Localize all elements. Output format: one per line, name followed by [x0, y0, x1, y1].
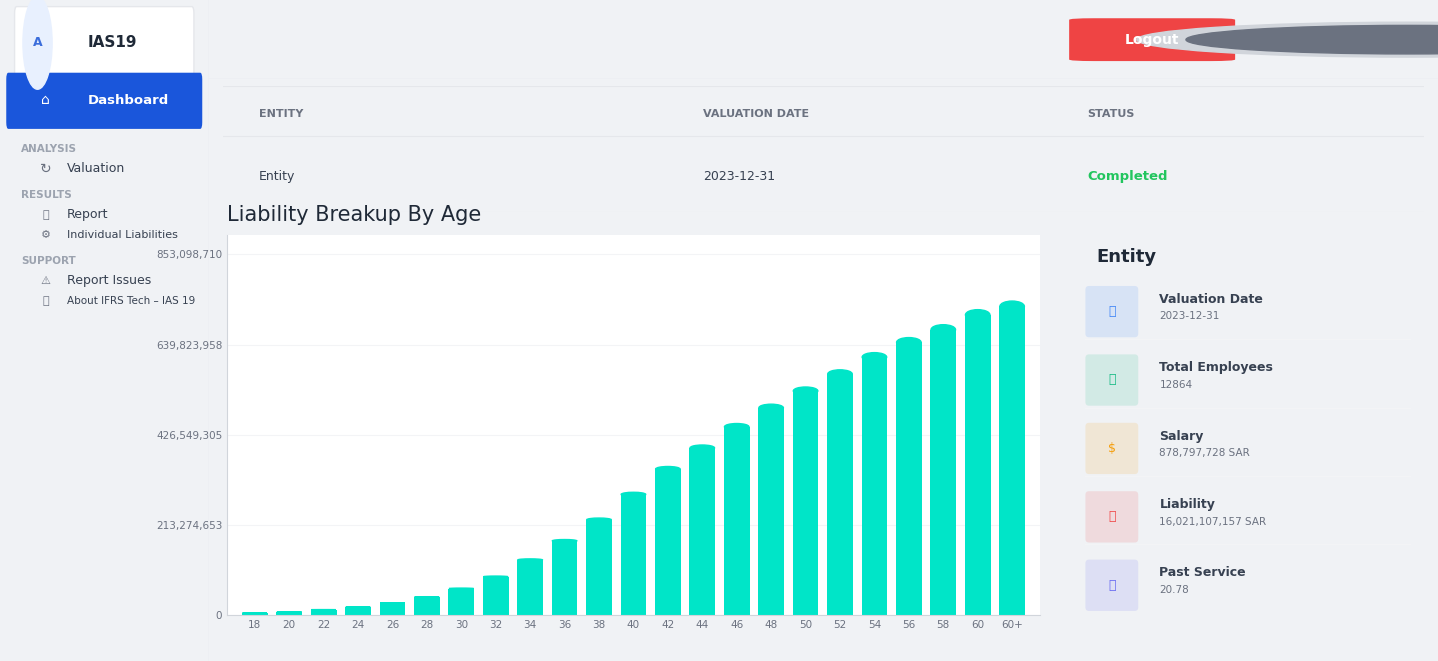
Text: Salary: Salary [1159, 430, 1204, 443]
Text: Valuation Date: Valuation Date [1159, 293, 1263, 306]
Ellipse shape [552, 539, 577, 542]
Text: 📅: 📅 [1109, 305, 1116, 318]
Bar [483, 576, 509, 615]
Circle shape [1137, 22, 1438, 57]
Text: 2023-12-31: 2023-12-31 [703, 170, 775, 183]
Text: 🔗: 🔗 [43, 295, 49, 306]
FancyBboxPatch shape [1086, 560, 1139, 611]
Ellipse shape [828, 369, 853, 378]
Ellipse shape [999, 301, 1024, 312]
Bar [999, 307, 1025, 615]
Text: Muhammad Hamza: Muhammad Hamza [1254, 33, 1383, 46]
Bar [792, 391, 818, 615]
Bar [827, 374, 853, 615]
Bar [965, 315, 991, 615]
Bar [380, 603, 406, 615]
Bar [449, 588, 475, 615]
Text: 📊: 📊 [43, 210, 49, 220]
Bar [276, 612, 302, 615]
Text: ANALYSIS: ANALYSIS [20, 143, 76, 154]
Text: 👤: 👤 [1109, 373, 1116, 386]
Text: ↻: ↻ [40, 161, 52, 176]
Bar [242, 613, 267, 615]
Text: RESULTS: RESULTS [20, 190, 72, 200]
Text: Individual Liabilities: Individual Liabilities [66, 229, 178, 240]
Bar [723, 427, 749, 615]
Ellipse shape [725, 424, 749, 430]
Text: Completed: Completed [1087, 170, 1168, 183]
Text: Valuation: Valuation [66, 162, 125, 175]
Text: 💼: 💼 [1109, 578, 1116, 592]
Bar [861, 357, 887, 615]
Text: About IFRS Tech – IAS 19: About IFRS Tech – IAS 19 [66, 295, 196, 306]
Text: 📋: 📋 [1109, 510, 1116, 523]
Text: Dashboard: Dashboard [88, 94, 168, 107]
Ellipse shape [896, 338, 922, 347]
Text: Report: Report [66, 208, 108, 221]
Text: 20.78: 20.78 [1159, 585, 1189, 595]
Ellipse shape [965, 309, 989, 320]
FancyBboxPatch shape [6, 73, 203, 129]
Text: 878,797,728 SAR: 878,797,728 SAR [1159, 448, 1250, 458]
Text: Entity: Entity [259, 170, 295, 183]
Circle shape [1186, 25, 1438, 54]
Ellipse shape [863, 352, 887, 362]
Text: Liability: Liability [1159, 498, 1215, 511]
Text: Entity: Entity [1096, 249, 1156, 266]
Text: Liability Breakup By Age: Liability Breakup By Age [227, 205, 482, 225]
Ellipse shape [483, 576, 508, 578]
Text: Past Service: Past Service [1159, 566, 1245, 580]
FancyBboxPatch shape [1086, 354, 1139, 406]
FancyBboxPatch shape [1086, 423, 1139, 474]
Bar [896, 342, 922, 615]
Text: Total Employees: Total Employees [1159, 361, 1273, 374]
Text: $: $ [1107, 442, 1116, 455]
Bar [518, 560, 544, 615]
Bar [621, 494, 646, 615]
Text: 16,021,107,157 SAR: 16,021,107,157 SAR [1159, 517, 1267, 527]
FancyBboxPatch shape [1086, 286, 1139, 337]
Text: SUPPORT: SUPPORT [20, 256, 76, 266]
Ellipse shape [587, 518, 611, 522]
Ellipse shape [690, 445, 715, 451]
Bar [552, 541, 578, 615]
Circle shape [23, 0, 52, 89]
Bar [689, 448, 715, 615]
Text: VALUATION DATE: VALUATION DATE [703, 108, 810, 118]
Text: ENTITY: ENTITY [259, 108, 303, 118]
Ellipse shape [656, 467, 680, 471]
FancyBboxPatch shape [14, 7, 194, 86]
Bar [654, 469, 680, 615]
Text: Report Issues: Report Issues [66, 274, 151, 288]
Ellipse shape [794, 387, 818, 395]
Ellipse shape [449, 588, 473, 589]
Text: 2023-12-31: 2023-12-31 [1159, 311, 1219, 321]
Bar [930, 330, 956, 615]
Text: A: A [33, 36, 42, 50]
Ellipse shape [759, 404, 784, 411]
Text: ⌂: ⌂ [42, 93, 50, 108]
Text: ⚠: ⚠ [40, 276, 50, 286]
Ellipse shape [518, 559, 542, 561]
Text: 12864: 12864 [1159, 380, 1192, 390]
Bar [345, 607, 371, 615]
Ellipse shape [621, 492, 646, 496]
FancyBboxPatch shape [1086, 491, 1139, 543]
Text: ⚙: ⚙ [40, 229, 50, 240]
Text: Logout: Logout [1125, 32, 1179, 47]
Text: IAS19: IAS19 [88, 36, 137, 50]
Text: STATUS: STATUS [1087, 108, 1135, 118]
Bar [587, 520, 613, 615]
FancyBboxPatch shape [1068, 19, 1235, 61]
Bar [311, 609, 336, 615]
Bar [414, 597, 440, 615]
Ellipse shape [930, 325, 955, 334]
Bar [758, 408, 784, 615]
